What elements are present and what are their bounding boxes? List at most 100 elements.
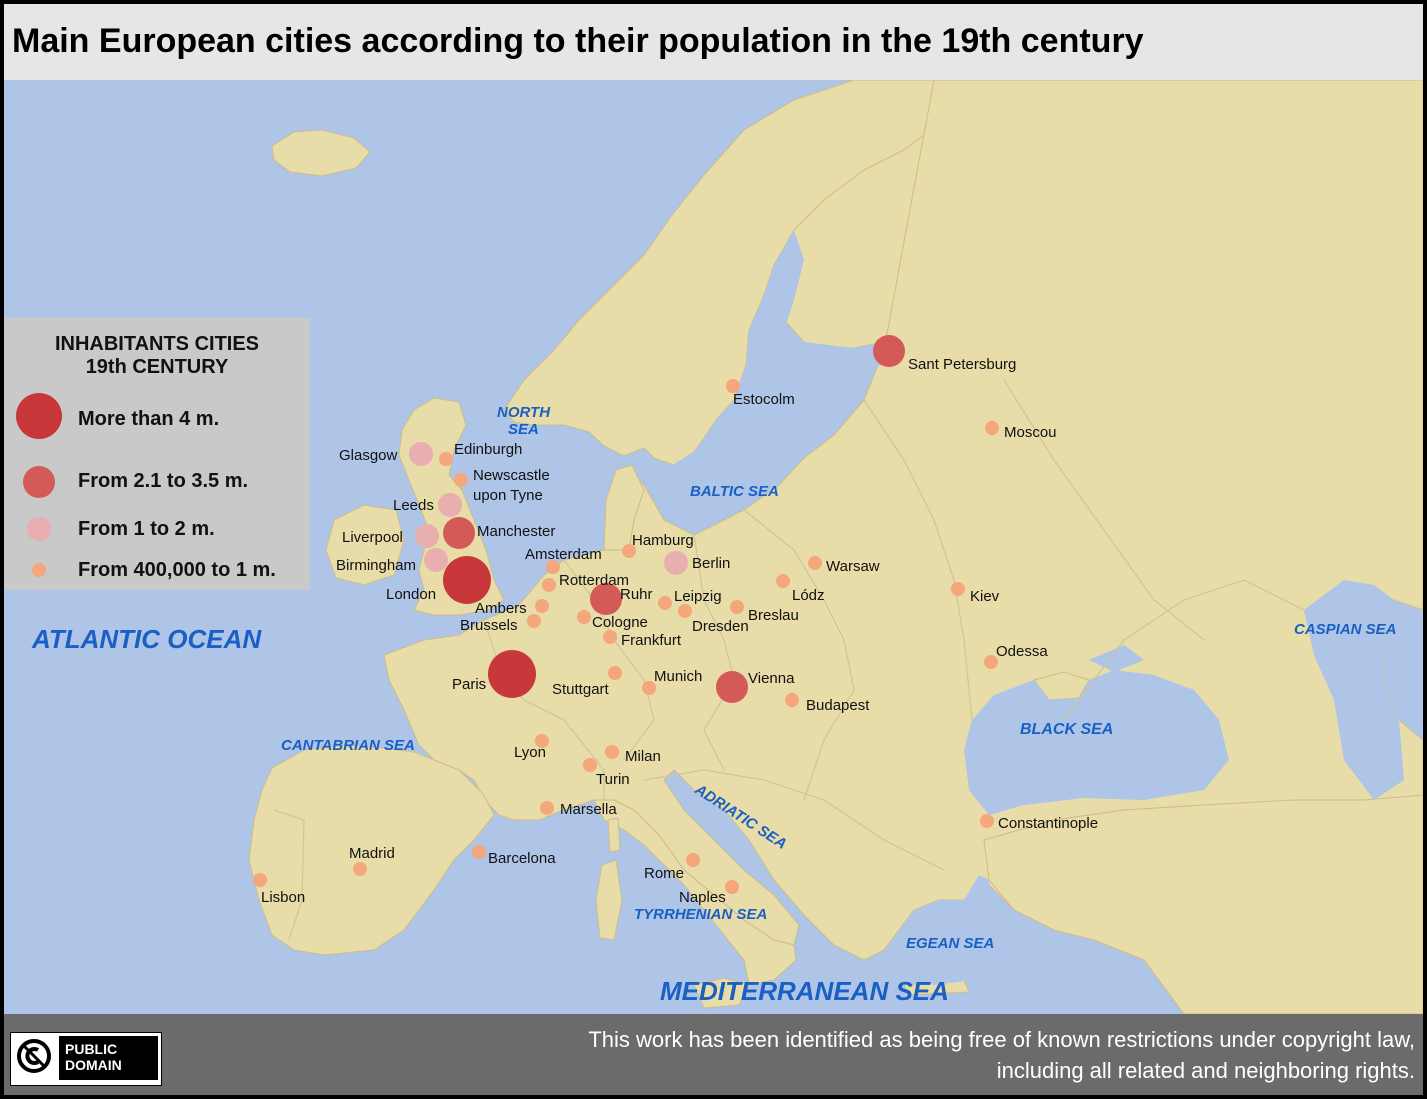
city-marker-frankfurt[interactable] bbox=[603, 630, 617, 644]
notice-line1: This work has been identified as being f… bbox=[588, 1027, 1415, 1052]
city-label-turin: Turin bbox=[596, 771, 630, 788]
city-marker-leeds[interactable] bbox=[438, 493, 462, 517]
city-marker-london[interactable] bbox=[443, 556, 491, 604]
city-marker-lyon[interactable] bbox=[535, 734, 549, 748]
title-bar: Main European cities according to their … bbox=[4, 4, 1423, 80]
city-marker-amsterdam[interactable] bbox=[546, 560, 560, 574]
city-label-sant-petersburg: Sant Petersburg bbox=[908, 356, 1016, 373]
city-label-newcastle-2: upon Tyne bbox=[473, 487, 543, 504]
city-marker-moscou[interactable] bbox=[985, 421, 999, 435]
city-label-odessa: Odessa bbox=[996, 643, 1048, 660]
city-marker-manchester[interactable] bbox=[443, 517, 475, 549]
city-marker-liverpool[interactable] bbox=[415, 524, 439, 548]
label-cantabrian-sea: CANTABRIAN SEA bbox=[281, 737, 415, 754]
legend-label-xl: More than 4 m. bbox=[78, 408, 220, 430]
city-marker-breslau[interactable] bbox=[730, 600, 744, 614]
city-marker-sant-petersburg[interactable] bbox=[873, 335, 905, 367]
legend-swatch-xl bbox=[16, 393, 62, 439]
map-canvas: ATLANTIC OCEAN NORTH SEA BALTIC SEA CANT… bbox=[31, 80, 1423, 1014]
city-marker-cologne[interactable] bbox=[577, 610, 591, 624]
city-marker-budapest[interactable] bbox=[785, 693, 799, 707]
footer-bar: PUBLIC DOMAIN This work has been identif… bbox=[4, 1014, 1423, 1095]
badge-line2: DOMAIN bbox=[65, 1057, 122, 1073]
city-marker-vienna[interactable] bbox=[716, 671, 748, 703]
city-label-glasgow: Glasgow bbox=[339, 447, 398, 464]
city-marker-warsaw[interactable] bbox=[808, 556, 822, 570]
legend-swatch-s bbox=[32, 563, 46, 577]
label-atlantic-ocean: ATLANTIC OCEAN bbox=[31, 624, 262, 654]
city-label-madrid: Madrid bbox=[349, 845, 395, 862]
city-label-berlin: Berlin bbox=[692, 555, 730, 572]
city-marker-brussels[interactable] bbox=[527, 614, 541, 628]
sea-baltic bbox=[654, 230, 884, 520]
page-title: Main European cities according to their … bbox=[12, 22, 1144, 60]
city-marker-turin[interactable] bbox=[583, 758, 597, 772]
city-marker-rotterdam[interactable] bbox=[542, 578, 556, 592]
city-marker-rome[interactable] bbox=[686, 853, 700, 867]
sea-black bbox=[964, 670, 1229, 815]
city-marker-hamburg[interactable] bbox=[622, 544, 636, 558]
city-marker-naples[interactable] bbox=[725, 880, 739, 894]
city-label-rotterdam: Rotterdam bbox=[559, 572, 629, 589]
city-marker-lisbon[interactable] bbox=[253, 873, 267, 887]
city-label-estocolm: Estocolm bbox=[733, 391, 795, 408]
city-marker-constantinople[interactable] bbox=[980, 814, 994, 828]
land-sicily bbox=[693, 977, 750, 1009]
label-north-sea-1: NORTH bbox=[497, 404, 551, 421]
legend-panel: INHABITANTS CITIES 19th CENTURY More tha… bbox=[4, 318, 310, 590]
city-marker-stuttgart[interactable] bbox=[608, 666, 622, 680]
city-label-stuttgart: Stuttgart bbox=[552, 681, 610, 698]
city-label-brussels: Brussels bbox=[460, 617, 518, 634]
legend-swatch-l bbox=[23, 466, 55, 498]
city-marker-paris[interactable] bbox=[488, 650, 536, 698]
city-label-leeds: Leeds bbox=[393, 497, 434, 514]
city-marker-edinburgh[interactable] bbox=[439, 452, 453, 466]
city-label-dresden: Dresden bbox=[692, 618, 749, 635]
land-iceland bbox=[271, 129, 371, 177]
city-marker-leipzig[interactable] bbox=[658, 596, 672, 610]
city-label-moscou: Moscou bbox=[1004, 424, 1057, 441]
city-marker-kiev[interactable] bbox=[951, 582, 965, 596]
inland-seas bbox=[654, 230, 1404, 985]
city-marker-berlin[interactable] bbox=[664, 551, 688, 575]
city-label-rome: Rome bbox=[644, 865, 684, 882]
city-label-liverpool: Liverpool bbox=[342, 529, 403, 546]
city-label-constantinople: Constantinople bbox=[998, 815, 1098, 832]
city-marker-estocolm[interactable] bbox=[726, 379, 740, 393]
land-sardinia bbox=[595, 859, 623, 941]
city-label-leipzig: Leipzig bbox=[674, 588, 722, 605]
sea-caspian bbox=[1304, 580, 1404, 800]
city-marker-barcelona[interactable] bbox=[472, 845, 486, 859]
city-label-naples: Naples bbox=[679, 889, 726, 906]
city-label-kiev: Kiev bbox=[970, 588, 1000, 605]
city-label-edinburgh: Edinburgh bbox=[454, 441, 522, 458]
land-anatolia bbox=[983, 794, 1423, 1014]
city-label-frankfurt: Frankfurt bbox=[621, 632, 682, 649]
public-domain-text: PUBLIC DOMAIN bbox=[59, 1036, 158, 1080]
city-marker-birmingham[interactable] bbox=[424, 548, 448, 572]
city-marker-milan[interactable] bbox=[605, 745, 619, 759]
city-marker-glasgow[interactable] bbox=[409, 442, 433, 466]
city-marker-madrid[interactable] bbox=[353, 862, 367, 876]
city-label-munich: Munich bbox=[654, 668, 702, 685]
city-marker-lodz[interactable] bbox=[776, 574, 790, 588]
city-marker-odessa[interactable] bbox=[984, 655, 998, 669]
legend-title-line1: INHABITANTS CITIES bbox=[54, 333, 260, 355]
city-marker-ambers[interactable] bbox=[535, 599, 549, 613]
city-label-amsterdam: Amsterdam bbox=[525, 546, 602, 563]
city-marker-munich[interactable] bbox=[642, 681, 656, 695]
city-marker-ruhr[interactable] bbox=[590, 583, 622, 615]
city-marker-dresden[interactable] bbox=[678, 604, 692, 618]
label-egean-sea: EGEAN SEA bbox=[906, 935, 994, 952]
legend-label-m: From 1 to 2 m. bbox=[78, 518, 215, 540]
label-caspian-sea: CASPIAN SEA bbox=[1294, 621, 1397, 638]
city-marker-newcastle[interactable] bbox=[454, 473, 468, 487]
public-domain-icon bbox=[17, 1039, 51, 1073]
public-domain-badge[interactable]: PUBLIC DOMAIN bbox=[10, 1032, 162, 1086]
city-markers bbox=[253, 335, 999, 894]
country-borders bbox=[273, 379, 1305, 941]
label-baltic-sea: BALTIC SEA bbox=[690, 483, 779, 500]
city-label-lisbon: Lisbon bbox=[261, 889, 305, 906]
legend-swatch-m bbox=[27, 517, 51, 541]
city-marker-marsella[interactable] bbox=[540, 801, 554, 815]
